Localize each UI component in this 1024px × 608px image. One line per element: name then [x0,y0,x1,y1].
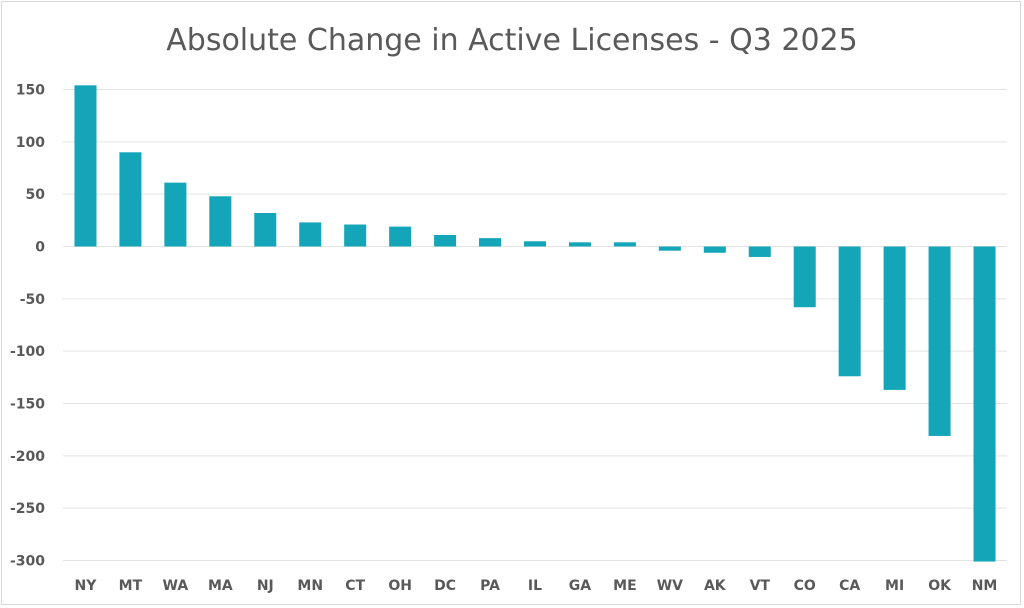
bar-il [523,241,547,247]
x-category-label: WA [163,578,189,594]
y-tick-label: -300 [10,554,45,570]
x-category-label: MN [297,578,323,594]
x-category-label: PA [480,578,500,594]
y-tick-label: -150 [10,397,45,413]
x-category-label: ME [613,578,637,594]
bar-pa [479,238,502,247]
x-category-label: NM [972,578,998,594]
x-category-label: NY [75,578,98,594]
x-category-label: DC [434,578,456,594]
bar-mt [119,152,142,247]
y-tick-label: -250 [10,501,45,517]
bar-ny [74,85,97,247]
bar-wa [164,182,187,247]
y-tick-label: -200 [10,449,45,465]
bar-nm [973,246,996,562]
y-tick-label: -50 [20,292,46,308]
x-category-label: CO [794,578,816,594]
x-category-label: MA [208,578,233,594]
bar-dc [434,234,457,247]
x-category-label: CT [345,578,365,594]
x-category-label: MI [885,578,904,594]
bar-vt [748,246,771,257]
y-tick-label: 150 [16,83,45,99]
x-category-label: WV [657,578,683,594]
x-category-label: MT [119,578,143,594]
y-tick-label: -100 [10,344,45,360]
x-category-label: OH [388,578,412,594]
chart-title: Absolute Change in Active Licenses - Q3 … [166,23,857,58]
bar-co [793,246,816,308]
bar-ct [344,224,367,247]
x-category-label: GA [569,578,591,594]
bar-ca [838,246,861,377]
bar-oh [389,226,412,247]
x-category-label: NJ [257,578,274,594]
bar-mi [883,246,906,390]
bar-me [613,242,636,247]
bar-nj [254,213,277,247]
x-axis-categories: NY MT WA MA NJ MN CT OH DC PA IL GA ME WV AK VT CO CA MI OK… [75,578,998,594]
bar-ma [209,196,232,247]
bar-ak [703,246,726,253]
bar-ok [928,246,951,436]
y-tick-label: 100 [16,135,45,151]
bar-wv [658,246,681,251]
bar-ga [568,242,591,247]
x-category-label: IL [528,578,542,594]
x-category-label: AK [704,578,727,594]
y-tick-label: 0 [35,240,45,256]
bars [74,85,996,562]
y-tick-label: 50 [26,187,46,203]
bar-mn [299,222,322,247]
gridlines [63,89,1007,561]
x-category-label: OK [928,578,952,594]
x-category-label: CA [839,578,860,594]
x-category-label: VT [750,578,771,594]
y-axis-ticks: 150 100 50 0 -50 -100 -150 -200 -250 -300 [10,83,45,570]
